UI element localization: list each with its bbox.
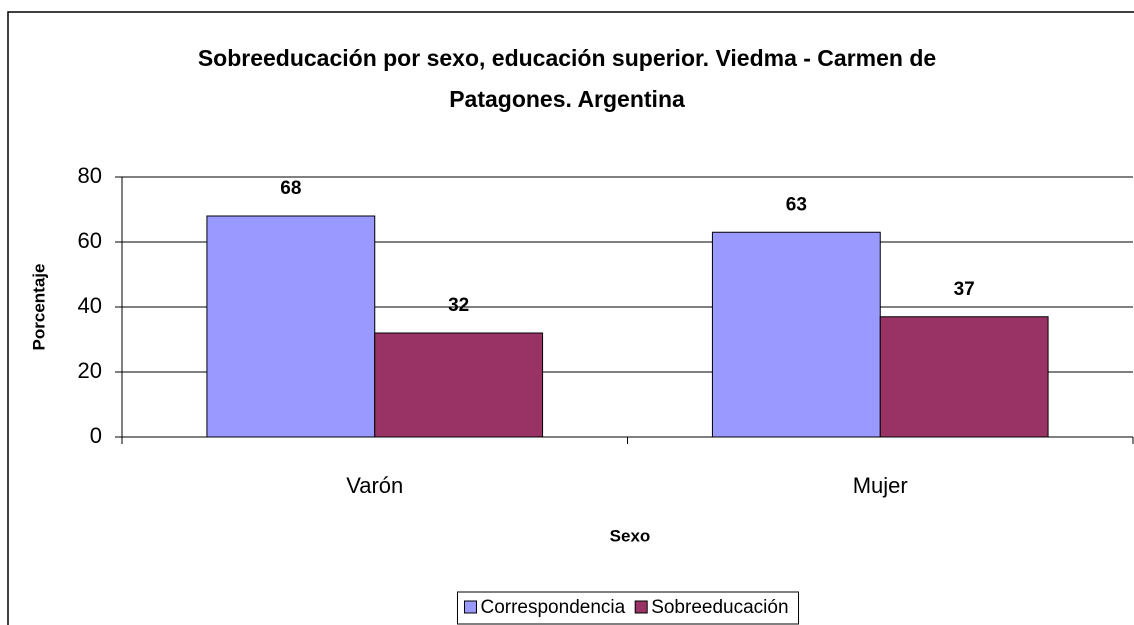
- data-label: 63: [786, 194, 807, 215]
- bar: [374, 332, 544, 438]
- bar: [879, 316, 1049, 438]
- data-label: 68: [280, 178, 301, 199]
- legend-label: Correspondencia: [480, 597, 625, 618]
- chart-title: Sobreeducación por sexo, educación super…: [197, 45, 937, 112]
- legend-swatch: [463, 600, 477, 614]
- data-label: 37: [954, 279, 975, 300]
- chart-border: [7, 11, 1134, 625]
- y-tick-label: 40: [78, 293, 102, 318]
- x-tick-label: Mujer: [853, 473, 908, 498]
- legend-label: Sobreeducación: [651, 597, 788, 618]
- y-tick-label: 20: [78, 358, 102, 383]
- x-tick-label: Varón: [346, 473, 403, 498]
- y-tick-label: 80: [78, 163, 102, 188]
- data-label: 32: [448, 295, 469, 316]
- legend-swatch: [634, 600, 648, 614]
- y-tick-label: 60: [78, 228, 102, 253]
- bar: [206, 215, 376, 438]
- y-axis-title: Porcentaje: [29, 264, 48, 351]
- legend-box: [456, 591, 800, 625]
- x-axis-title: Sexo: [610, 526, 651, 545]
- bar: [711, 231, 881, 438]
- y-tick-label: 0: [90, 423, 102, 448]
